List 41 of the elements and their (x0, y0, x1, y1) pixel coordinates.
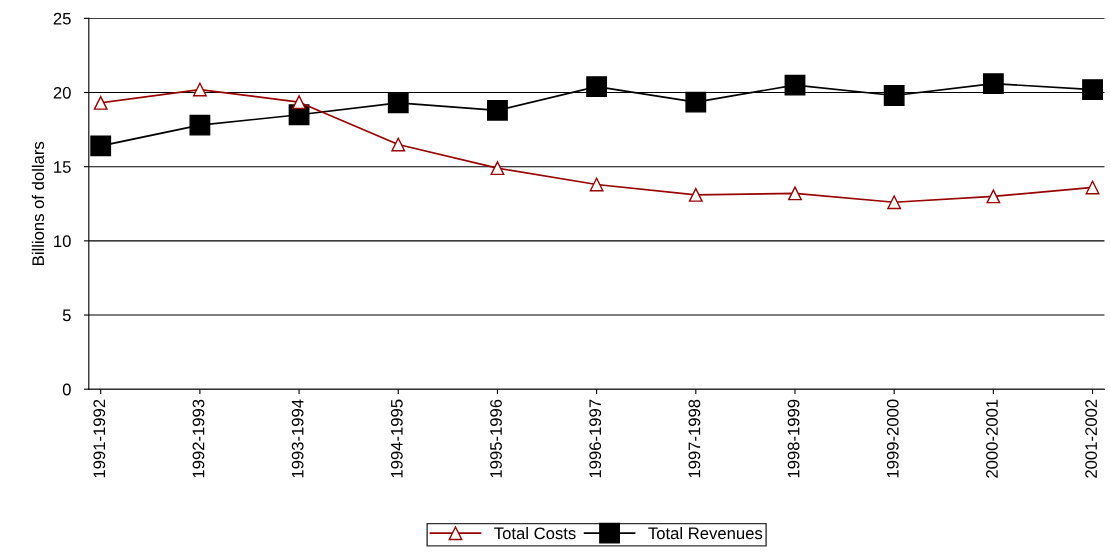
x-tick-label: 1999-2000 (886, 399, 899, 478)
legend-label: Total Revenues (648, 526, 763, 540)
point (883, 85, 905, 106)
point (685, 91, 707, 113)
point (784, 74, 806, 96)
y-tick-label: 15 (54, 161, 71, 173)
point (688, 187, 703, 202)
point (387, 92, 409, 114)
x-tick-label: 1993-1994 (291, 399, 304, 478)
x-tick-label: 1995-1996 (490, 399, 502, 478)
point (189, 114, 211, 136)
y-tick-label: 0 (62, 383, 71, 396)
point (192, 82, 207, 97)
x-tick-label: 2001-2002 (1085, 399, 1098, 478)
x-tick-label: 1996-1997 (589, 399, 602, 478)
y-tick-label: 5 (62, 309, 71, 322)
point (788, 186, 802, 201)
y-tick-label: 25 (53, 12, 71, 25)
point (490, 161, 505, 176)
point (90, 135, 112, 157)
y-axis-title: Billions of dollars (31, 141, 45, 265)
point (1085, 180, 1100, 195)
point (887, 195, 902, 210)
y-tick-label: 10 (54, 235, 71, 248)
point (589, 177, 604, 192)
x-tick-label: 1997-1998 (688, 399, 701, 478)
x-tick-label: 2000-2001 (986, 399, 998, 478)
point (1082, 79, 1103, 100)
legend-label: Total Costs (494, 526, 576, 540)
y-tick-label: 20 (53, 86, 71, 99)
point (292, 95, 307, 110)
x-tick-label: 1992-1993 (192, 399, 205, 478)
x-tick-label: 1998-1999 (787, 399, 800, 478)
point (487, 99, 508, 121)
point (982, 73, 1004, 95)
point (93, 95, 108, 110)
point (986, 189, 1001, 204)
point (586, 76, 608, 98)
x-tick-label: 1994-1995 (390, 399, 403, 478)
x-tick-label: 1991-1992 (93, 399, 106, 478)
point (391, 137, 406, 152)
